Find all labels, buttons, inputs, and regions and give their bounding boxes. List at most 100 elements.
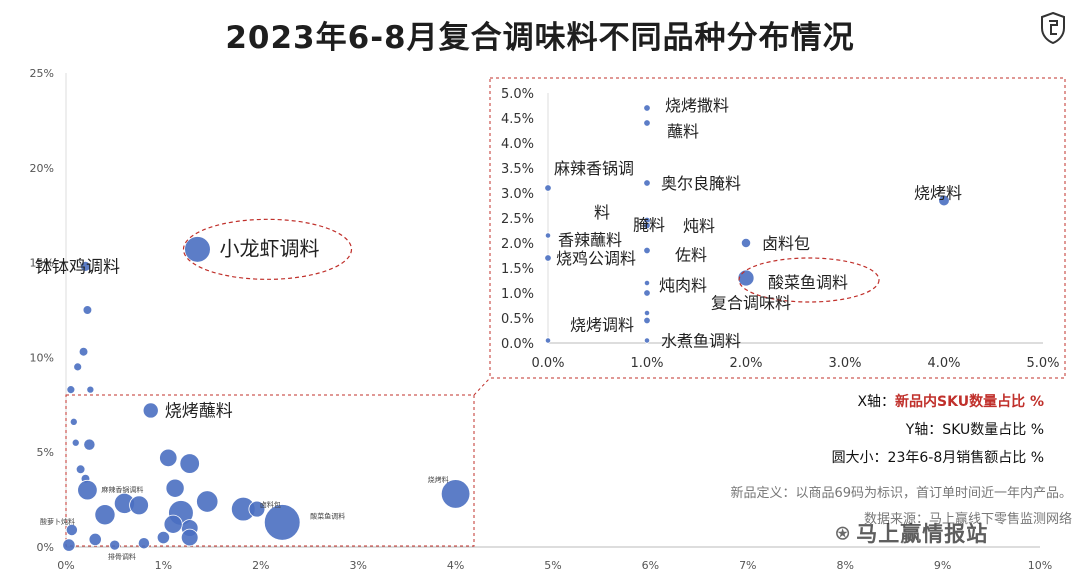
inset-data-point (643, 246, 651, 255)
inset-point-label: 烧烤撒料 (665, 96, 729, 115)
data-point (75, 464, 86, 475)
inset-point-label: 料 (594, 203, 610, 222)
legend-x-axis: X轴：新品内SKU数量占比 % (832, 388, 1044, 416)
data-point (165, 478, 185, 498)
inset-y-tick-label: 0.5% (501, 312, 534, 327)
x-tick-label: 8% (836, 559, 853, 572)
inset-x-tick-label: 1.0% (630, 356, 663, 371)
x-tick-label: 10% (1028, 559, 1052, 572)
data-point (62, 538, 76, 552)
inset-y-tick-label: 2.5% (501, 212, 534, 227)
wechat-icon: ⍟ (836, 522, 851, 547)
inset-data-point (544, 232, 552, 239)
inset-data-point (643, 221, 651, 230)
data-point (196, 490, 219, 513)
inset-point-label: 蘸料 (667, 122, 699, 141)
data-point (129, 495, 149, 516)
data-point (159, 448, 178, 468)
inset-point-label: 水煮鱼调料 (661, 332, 741, 351)
main-axes: 0% 1% 2% 3% 4% 5% 6% 7% 8% 9% 10% 0% 5% 10% 15% 20% 25% (30, 67, 1053, 572)
y-tick-label: 25% (30, 67, 54, 80)
data-point (82, 305, 93, 315)
point-label: 钵钵鸡调料 (35, 257, 120, 277)
small-point-label: 排骨调料 (108, 552, 136, 561)
inset-x-tick-label: 0.0% (531, 356, 564, 371)
x-tick-label: 6% (642, 559, 659, 572)
watermark-text: 马上赢情报站 (856, 522, 989, 546)
inset-box (489, 77, 1066, 379)
watermark: ⍟ 马上赢情报站 (836, 518, 988, 548)
y-tick-label: 10% (30, 351, 54, 364)
x-tick-label: 7% (739, 559, 756, 572)
data-point (66, 385, 76, 395)
data-point (71, 438, 80, 447)
data-point (73, 362, 83, 372)
inset-point-label: 复合调味料 (711, 294, 791, 313)
inset-data-point (938, 194, 950, 207)
data-point (65, 523, 78, 536)
inset-data-point (643, 309, 651, 317)
x-tick-label: 3% (349, 559, 366, 572)
data-point (77, 479, 98, 501)
inset-y-tick-label: 4.5% (501, 112, 534, 127)
data-point (184, 236, 211, 263)
inset-x-tick-label: 4.0% (927, 356, 960, 371)
new-product-definition: 新品定义：以商品69码为标识，首订单时间近一年内产品。 (730, 486, 1072, 501)
small-point-label: 麻辣香锅调料 (101, 485, 143, 494)
small-point-label: 酸菜鱼调料 (310, 511, 345, 520)
data-point (263, 504, 301, 541)
point-label: 烧烤蘸料 (165, 401, 233, 421)
data-point (179, 453, 200, 474)
data-source: 数据来源：马上赢线下零售监测网络 (863, 512, 1072, 527)
inset-y-tick-label: 1.0% (501, 287, 534, 302)
data-point (137, 537, 150, 550)
small-point-label: 烧烤料 (428, 475, 449, 484)
inset-data-point (544, 184, 552, 192)
data-point (78, 346, 89, 357)
main-zoom-box (65, 377, 491, 547)
x-tick-label: 4% (447, 559, 464, 572)
inset-point-label: 卤料包 (762, 234, 810, 253)
data-point (80, 260, 91, 272)
inset-y-tick-label: 3.0% (501, 187, 534, 202)
inset-point-label: 香辣蘸料 (558, 231, 622, 250)
inset-data-point (643, 289, 651, 297)
point-label: 小龙虾调料 (219, 236, 319, 260)
data-point (94, 504, 116, 526)
inset-data-point (643, 279, 651, 287)
inset-data-point (643, 337, 651, 344)
inset-point-label: 烧烤料 (914, 184, 962, 203)
inset-point-label: 炖料 (683, 217, 715, 236)
small-point-label: 酸萝卜炖料 (40, 517, 75, 526)
inset-point-label: 烧烤调料 (570, 316, 634, 335)
inset-x-tick-label: 5.0% (1026, 356, 1059, 371)
data-point (180, 528, 199, 547)
x-tick-label: 1% (155, 559, 172, 572)
data-point (248, 500, 266, 518)
data-point (142, 402, 159, 419)
data-point (69, 417, 78, 426)
inset-y-tick-label: 0.0% (501, 337, 534, 352)
inset-y-tick-label: 5.0% (501, 87, 534, 102)
inset-data-point (544, 254, 552, 262)
inset-x-tick-label: 2.0% (729, 356, 762, 371)
y-tick-label: 15% (30, 257, 54, 270)
data-point (86, 385, 95, 394)
x-tick-label: 0% (57, 559, 74, 572)
x-tick-label: 5% (544, 559, 561, 572)
inset-x-tick-label: 3.0% (828, 356, 861, 371)
inset-y-tick-label: 3.5% (501, 162, 534, 177)
chart-title: 2023年6-8月复合调味料不同品种分布情况 (225, 20, 855, 56)
data-point (83, 438, 96, 451)
inset-axes: 0.0% 1.0% 2.0% 3.0% 4.0% 5.0% 0.0% 0.5% 1.0% 1.5%… (501, 87, 1060, 371)
inset-y-tick-label: 4.0% (501, 137, 534, 152)
y-tick-label: 0% (37, 541, 54, 554)
data-point (440, 479, 471, 509)
main-points (62, 236, 471, 552)
inset-point-label: 炖肉料 (659, 276, 707, 295)
zoom-connector (473, 377, 491, 396)
y-tick-label: 20% (30, 162, 54, 175)
shield-logo-icon (1041, 12, 1065, 44)
